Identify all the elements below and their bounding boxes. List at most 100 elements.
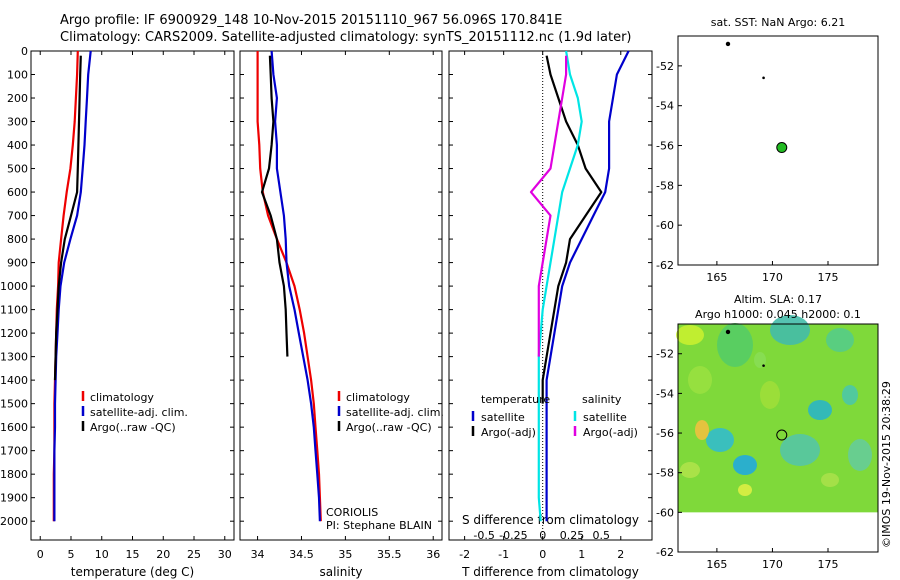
sla-anomaly-patch — [842, 385, 858, 405]
lat-tick-label: -54 — [656, 387, 674, 400]
x-tick-label: 1 — [578, 548, 585, 561]
depth-tick-label: 900 — [7, 257, 28, 270]
lon-tick-label: 165 — [706, 271, 727, 284]
series-line-argo-raw-qc- — [53, 55, 82, 381]
series-line-climatology — [52, 50, 79, 522]
sst-map-panel: sat. SST: NaN Argo: 6.21 165 170 175 -52 -54 -… — [656, 16, 879, 284]
x-tick-label: 2 — [617, 548, 624, 561]
island-marker — [762, 364, 765, 367]
sla-anomaly-patch — [808, 400, 832, 420]
depth-tick-label: 2000 — [0, 515, 28, 528]
sla-heatmap-background — [678, 324, 878, 513]
lon-tick-label: 170 — [762, 558, 783, 571]
sla-anomaly-patch — [826, 328, 854, 352]
legend-label: satellite — [481, 411, 525, 424]
argo-position-marker — [776, 429, 788, 441]
series-line-satellite-adj-clim- — [270, 50, 321, 522]
lat-tick-label: -58 — [656, 467, 674, 480]
depth-tick-label: 0 — [21, 45, 28, 58]
sdiff-tick-label: 0 — [539, 529, 546, 542]
depth-tick-label: 100 — [7, 69, 28, 82]
legend-label: climatology — [346, 391, 410, 404]
lon-tick-label: 170 — [762, 271, 783, 284]
sdiff-tick-label: 0.5 — [593, 529, 611, 542]
depth-tick-label: 1800 — [0, 468, 28, 481]
depth-tick-label: 600 — [7, 186, 28, 199]
lat-tick-label: -56 — [656, 427, 674, 440]
legend-label: Argo(..raw -QC) — [346, 421, 432, 434]
depth-tick-label: 1200 — [0, 327, 28, 340]
lat-tick-label: -62 — [656, 259, 674, 272]
sla-anomaly-patch — [680, 462, 700, 478]
legend-label: satellite-adj. clim. — [90, 406, 188, 419]
series-line-argo-adj- — [529, 55, 568, 357]
sla-anomaly-patch — [733, 455, 757, 475]
lat-tick-label: -56 — [656, 140, 674, 153]
legend-label: Argo(..raw -QC) — [90, 421, 176, 434]
sla-anomaly-patch — [848, 439, 872, 471]
lat-tick-label: -52 — [656, 60, 674, 73]
sla-anomaly-patch — [706, 428, 734, 452]
lon-tick-label: 165 — [706, 558, 727, 571]
depth-tick-label: 1300 — [0, 351, 28, 364]
depth-tick-label: 1900 — [0, 492, 28, 505]
sla-map-axes-frame — [677, 323, 879, 553]
lat-tick-label: -58 — [656, 179, 674, 192]
x-tick-label: 10 — [95, 548, 109, 561]
x-tick-label: 35 — [338, 548, 352, 561]
x-tick-label: 15 — [126, 548, 140, 561]
difference-xlabel: T difference from climatology — [461, 565, 639, 579]
lat-tick-label: -52 — [656, 348, 674, 361]
legend-label: climatology — [90, 391, 154, 404]
depth-tick-label: 1600 — [0, 421, 28, 434]
depth-tick-label: 400 — [7, 139, 28, 152]
temperature-panel: 0100200300400500600700800900100011001200… — [0, 45, 235, 579]
lon-tick-label: 175 — [818, 558, 839, 571]
x-tick-label: 25 — [187, 548, 201, 561]
series-line-argo-adj- — [541, 55, 603, 404]
x-tick-label: 36 — [426, 548, 440, 561]
series-line-argo-raw-qc- — [260, 55, 289, 357]
legend-label: satellite — [583, 411, 627, 424]
series-line-climatology — [256, 51, 322, 522]
x-tick-label: 0 — [539, 548, 546, 561]
x-tick-label: -1 — [498, 548, 509, 561]
x-tick-label: 20 — [156, 548, 170, 561]
figure-title-line2: Climatology: CARS2009. Satellite-adjuste… — [60, 30, 632, 45]
sst-map-title: sat. SST: NaN Argo: 6.21 — [711, 16, 845, 29]
sla-anomaly-patch — [780, 434, 820, 466]
island-marker — [725, 329, 731, 335]
sst-map-axes-frame — [677, 35, 879, 266]
salinity-panel: 34 34.5 35 35.5 36 salinity climatology satelli… — [239, 50, 444, 579]
depth-tick-label: 700 — [7, 210, 28, 223]
x-tick-label: 34.5 — [289, 548, 314, 561]
sla-anomaly-patch — [738, 484, 752, 496]
temperature-xlabel: temperature (deg C) — [71, 565, 194, 579]
lat-tick-label: -54 — [656, 100, 674, 113]
annotation-text: CORIOLIS — [326, 506, 378, 519]
lat-tick-label: -60 — [656, 219, 674, 232]
x-tick-label: 0 — [37, 548, 44, 561]
sla-anomaly-patch — [717, 323, 753, 367]
series-line-satellite-adj-clim- — [53, 50, 92, 522]
sdiff-tick-label: -0.5 — [473, 529, 494, 542]
imos-credit: ©IMOS 19-Nov-2015 20:38:29 — [880, 381, 893, 548]
x-tick-label: 35.5 — [377, 548, 402, 561]
legend-label: Argo(-adj) — [481, 426, 536, 439]
depth-tick-label: 200 — [7, 92, 28, 105]
legend-header: temperature — [481, 393, 550, 406]
annotation-text: PI: Stephane BLAIN — [326, 519, 432, 532]
depth-tick-label: 1500 — [0, 398, 28, 411]
legend-header: salinity — [582, 393, 622, 406]
sla-anomaly-patch — [676, 325, 704, 345]
x-tick-label: 30 — [218, 548, 232, 561]
x-tick-label: 5 — [67, 548, 74, 561]
sdiff-tick-label: -0.25 — [499, 529, 527, 542]
lat-tick-label: -62 — [656, 546, 674, 559]
island-marker — [762, 76, 765, 80]
sla-anomaly-patch — [821, 473, 839, 487]
salinity-axes-frame — [239, 50, 443, 541]
depth-tick-label: 1100 — [0, 304, 28, 317]
lon-tick-label: 175 — [818, 271, 839, 284]
